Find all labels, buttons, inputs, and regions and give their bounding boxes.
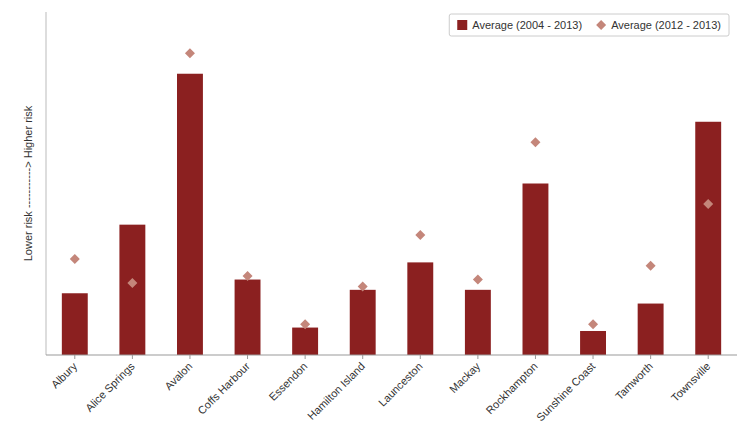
bar — [177, 74, 203, 355]
x-tick-label: Rockhampton — [483, 360, 539, 416]
diamond-marker — [358, 281, 368, 291]
x-tick-label: Townsville — [669, 360, 713, 404]
legend-swatch — [457, 20, 467, 30]
legend-frame — [449, 14, 729, 36]
x-tick-label: Mackay — [447, 360, 483, 396]
x-axis-line — [46, 355, 737, 356]
x-tick-label: Avalon — [162, 360, 194, 392]
bar — [350, 290, 376, 355]
diamond-marker — [127, 278, 137, 288]
diamond-marker — [530, 137, 540, 147]
x-tick-label: Alice Springs — [83, 360, 137, 414]
bar — [465, 290, 491, 355]
x-tick — [593, 355, 594, 359]
diamond-marker — [185, 48, 195, 58]
chart: AlburyAlice Springs AvalonCoffs Harbour Es… — [0, 0, 751, 443]
legend-item: Average (2004 - 2013) — [457, 19, 582, 31]
x-tick — [74, 355, 75, 359]
bar — [62, 293, 88, 355]
diamond-marker — [703, 199, 713, 209]
x-tick — [477, 355, 478, 359]
x-tick — [305, 355, 306, 359]
x-tick — [535, 355, 536, 359]
legend-item: Average (2012 - 2013) — [596, 19, 721, 31]
bar — [523, 184, 549, 356]
x-tick — [189, 355, 190, 359]
diamond-marker — [415, 230, 425, 240]
x-tick — [650, 355, 651, 359]
bar — [407, 262, 433, 355]
diamond-marker — [70, 254, 80, 264]
x-tick-label: Essendon — [266, 360, 309, 403]
y-axis-label: Lower risk -----------> Higher risk — [22, 105, 34, 261]
diamond-marker — [473, 275, 483, 285]
x-tick — [362, 355, 363, 359]
legend-label: Average (2004 - 2013) — [472, 19, 582, 31]
y-axis-line — [46, 12, 47, 355]
legend: Average (2004 - 2013) Average (2012 - 201… — [449, 14, 729, 36]
bar — [695, 122, 721, 355]
diamond-marker — [243, 271, 253, 281]
bar — [235, 280, 261, 355]
plot-marks — [62, 48, 721, 355]
x-tick-label: Sunshine Coast — [534, 360, 597, 423]
x-tick-label: Coffs Harbour — [195, 360, 252, 417]
x-tick — [420, 355, 421, 359]
bar — [638, 304, 664, 355]
x-tick-label: Albury — [49, 360, 80, 391]
diamond-marker — [300, 319, 310, 329]
diamond-marker — [646, 261, 656, 271]
x-tick — [247, 355, 248, 359]
bar — [119, 225, 145, 355]
x-tick-label: Launceston — [376, 360, 425, 409]
x-tick-label: Tamworth — [613, 360, 655, 402]
bar — [292, 328, 318, 355]
legend-label: Average (2012 - 2013) — [611, 19, 721, 31]
x-tick — [132, 355, 133, 359]
x-tick-label: Hamilton Island — [305, 360, 367, 422]
bar — [580, 331, 606, 355]
diamond-marker — [588, 319, 598, 329]
x-tick — [708, 355, 709, 359]
legend-swatch — [596, 20, 606, 30]
